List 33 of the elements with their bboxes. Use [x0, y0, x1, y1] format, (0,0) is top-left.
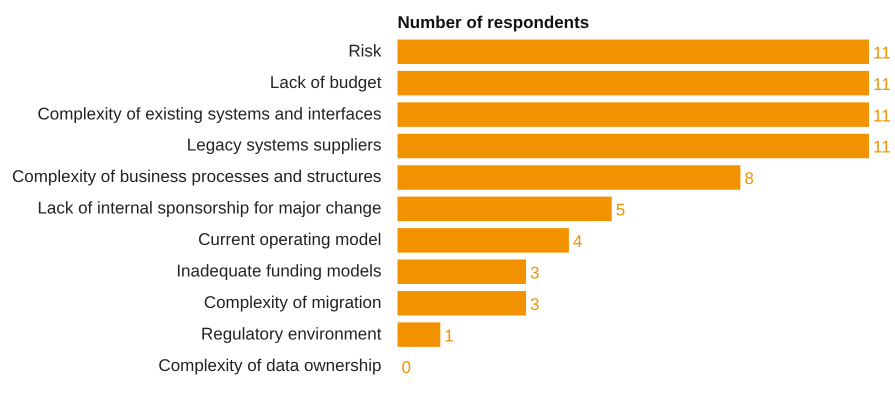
data-label: 3 — [530, 294, 540, 314]
y-tick-label: Risk — [348, 41, 382, 60]
data-label: 3 — [530, 263, 540, 282]
y-tick-label: Current operating model — [198, 230, 382, 250]
y-tick-label: Complexity of existing systems and interfaces — [38, 104, 382, 124]
data-label: 11 — [873, 43, 891, 62]
y-tick-label: Lack of internal sponsorship for major change — [37, 198, 382, 218]
bar — [397, 196, 612, 222]
data-label: 11 — [873, 106, 891, 126]
data-label: 1 — [444, 326, 454, 346]
data-label: 11 — [873, 138, 891, 157]
y-tick-label: Regulatory environment — [200, 324, 382, 344]
bar — [397, 39, 869, 64]
y-tick-label: Inadequate funding models — [176, 261, 382, 280]
data-label: 8 — [744, 169, 754, 188]
bar — [397, 102, 869, 127]
bar — [397, 228, 569, 253]
bar — [397, 290, 526, 316]
bar — [397, 70, 869, 96]
chart-title: Number of respondents — [397, 13, 590, 32]
data-label: 11 — [873, 74, 891, 94]
y-tick-label: Lack of budget — [270, 72, 382, 92]
data-label: 4 — [572, 232, 582, 252]
data-label: 5 — [616, 200, 626, 220]
y-tick-label: Complexity of data ownership — [158, 356, 382, 375]
bar — [397, 165, 740, 190]
bar — [397, 260, 526, 284]
bar — [397, 134, 869, 158]
y-tick-label: Complexity of migration — [204, 292, 382, 312]
data-label: 0 — [401, 358, 411, 377]
y-tick-label: Complexity of business processes and structures — [12, 167, 382, 186]
bar — [397, 322, 440, 347]
y-tick-label: Legacy systems suppliers — [186, 136, 382, 155]
